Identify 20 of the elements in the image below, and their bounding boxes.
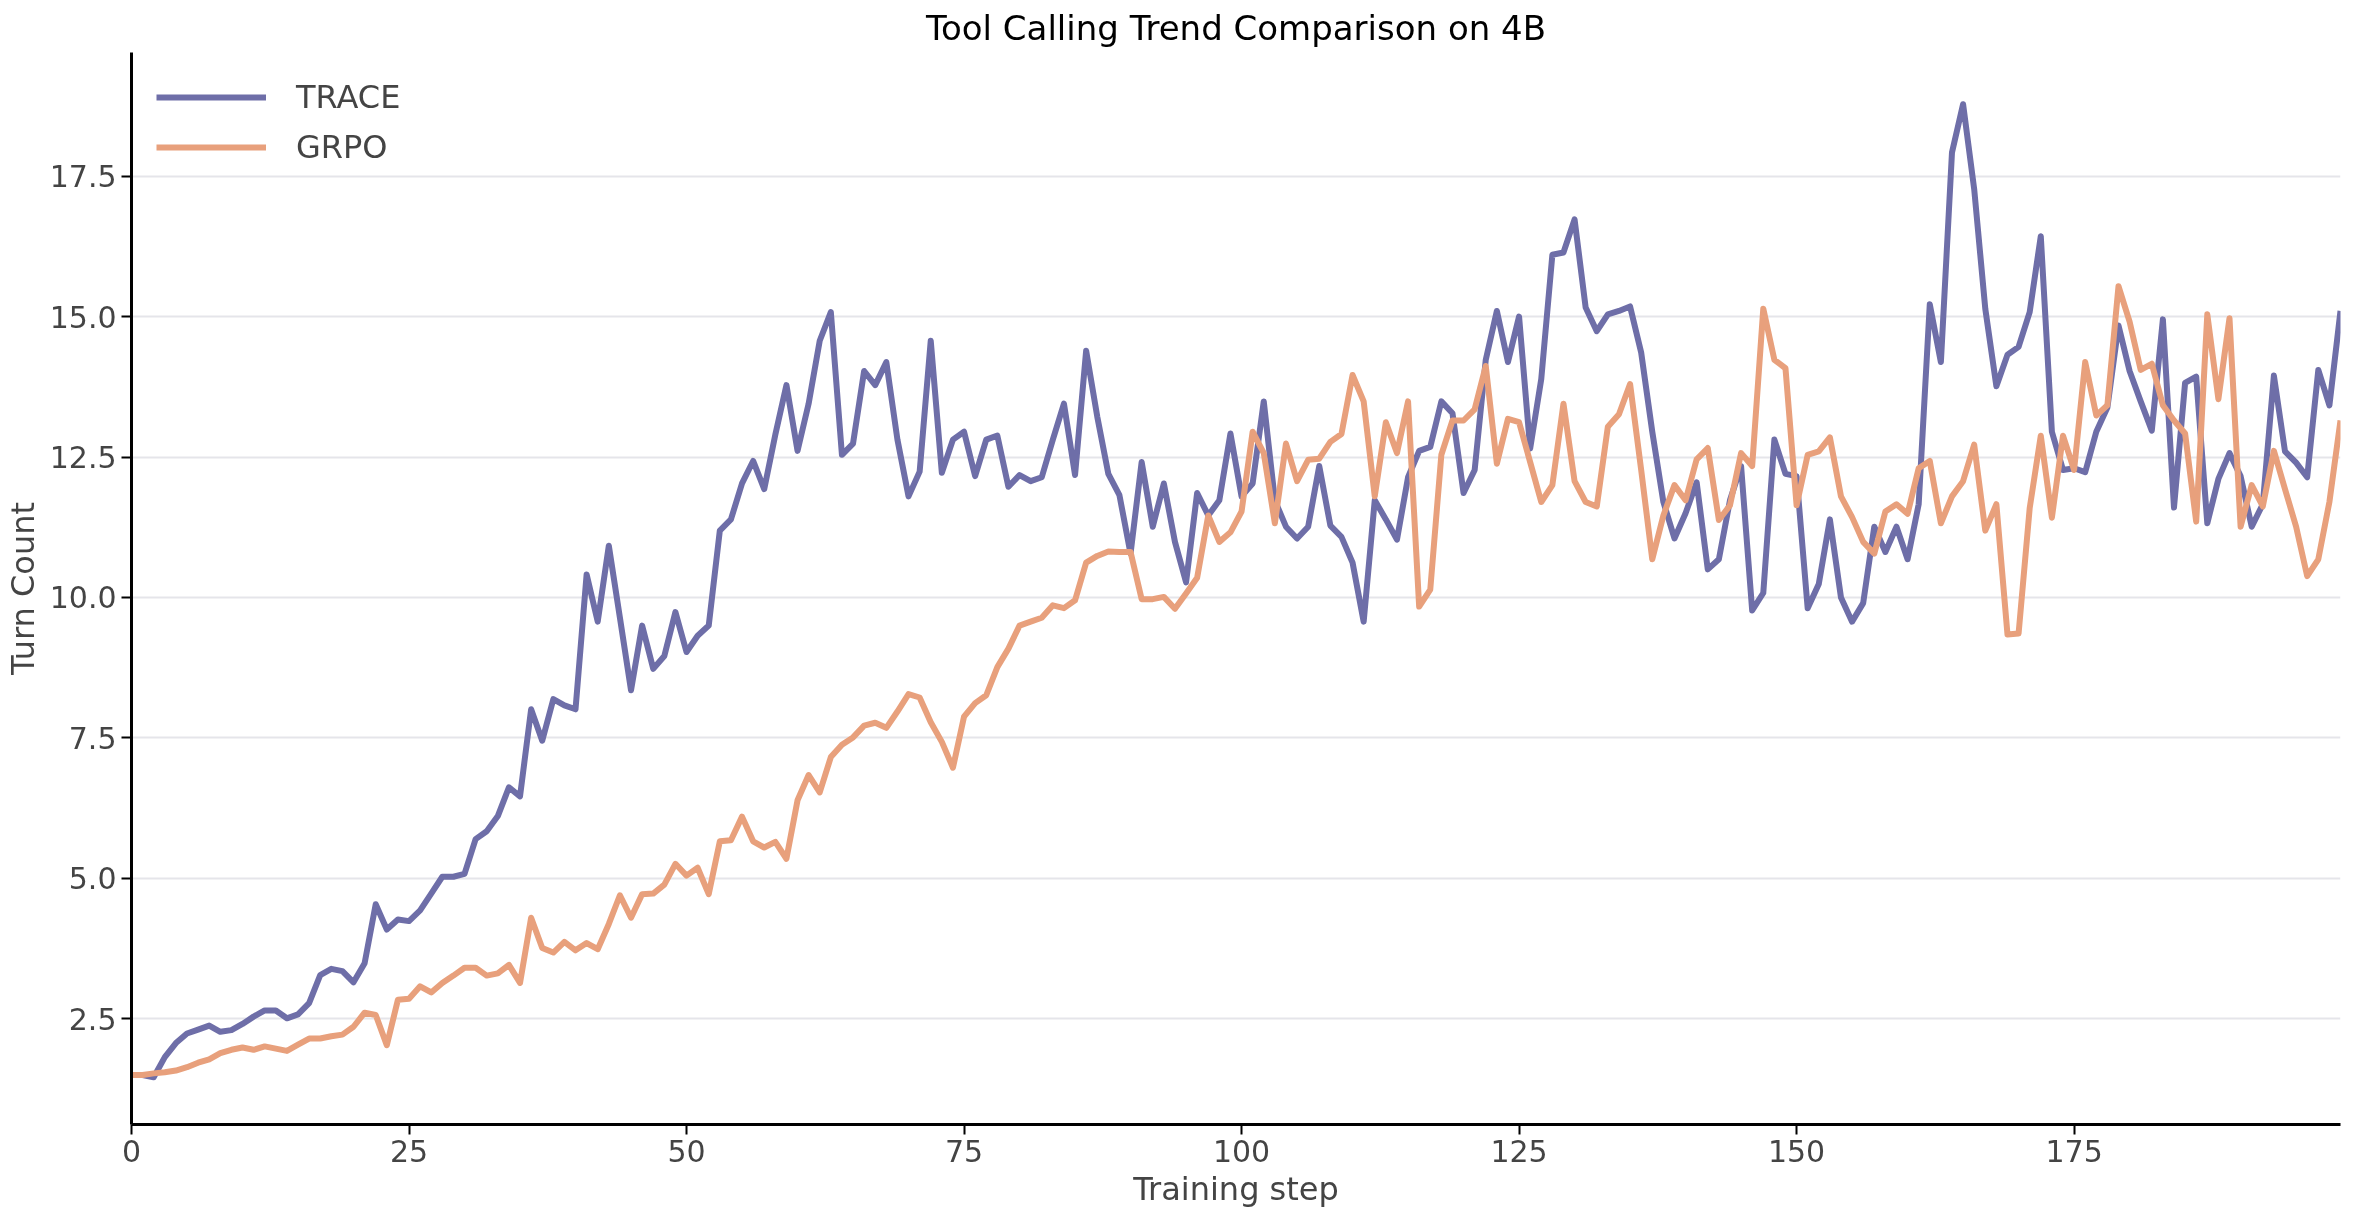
y-tick-label: 12.5 <box>49 440 117 476</box>
x-tick-label: 50 <box>667 1133 706 1169</box>
legend-label: TRACE <box>296 78 401 116</box>
x-axis-title: Training step <box>1132 1169 1339 1208</box>
x-tick-label: 75 <box>944 1133 984 1169</box>
x-tick-label: 150 <box>1767 1133 1826 1169</box>
legend-label: GRPO <box>296 128 388 166</box>
y-tick-label: 5.0 <box>68 861 117 897</box>
x-tick-label: 0 <box>121 1133 142 1169</box>
y-axis-title: Turn Count <box>3 501 42 677</box>
y-tick-label: 2.5 <box>68 1001 117 1037</box>
x-tick-label: 125 <box>1490 1133 1548 1169</box>
y-tick-label: 15.0 <box>49 299 117 335</box>
x-tick-label: 100 <box>1212 1133 1271 1169</box>
x-tick-label: 25 <box>389 1133 429 1169</box>
y-tick-label: 10.0 <box>49 580 117 616</box>
y-tick-label: 7.5 <box>68 720 117 756</box>
y-tick-label: 17.5 <box>49 159 117 195</box>
chart-title: Tool Calling Trend Comparison on 4B <box>924 7 1547 48</box>
x-tick-label: 175 <box>2045 1133 2103 1169</box>
